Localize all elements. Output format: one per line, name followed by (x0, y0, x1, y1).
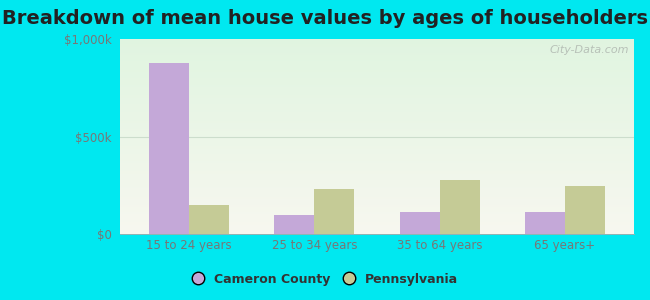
Bar (400, 212, 439, 234)
Text: Breakdown of mean house values by ages of householders: Breakdown of mean house values by ages o… (2, 9, 648, 28)
Bar (274, 214, 315, 234)
Bar (525, 212, 565, 234)
Bar (189, 205, 229, 234)
Bar (439, 180, 480, 234)
Text: City-Data.com: City-Data.com (549, 45, 629, 55)
Legend: Cameron County, Pennsylvania: Cameron County, Pennsylvania (187, 268, 463, 291)
Bar (149, 63, 189, 234)
Bar (315, 189, 354, 234)
Bar (565, 186, 605, 234)
